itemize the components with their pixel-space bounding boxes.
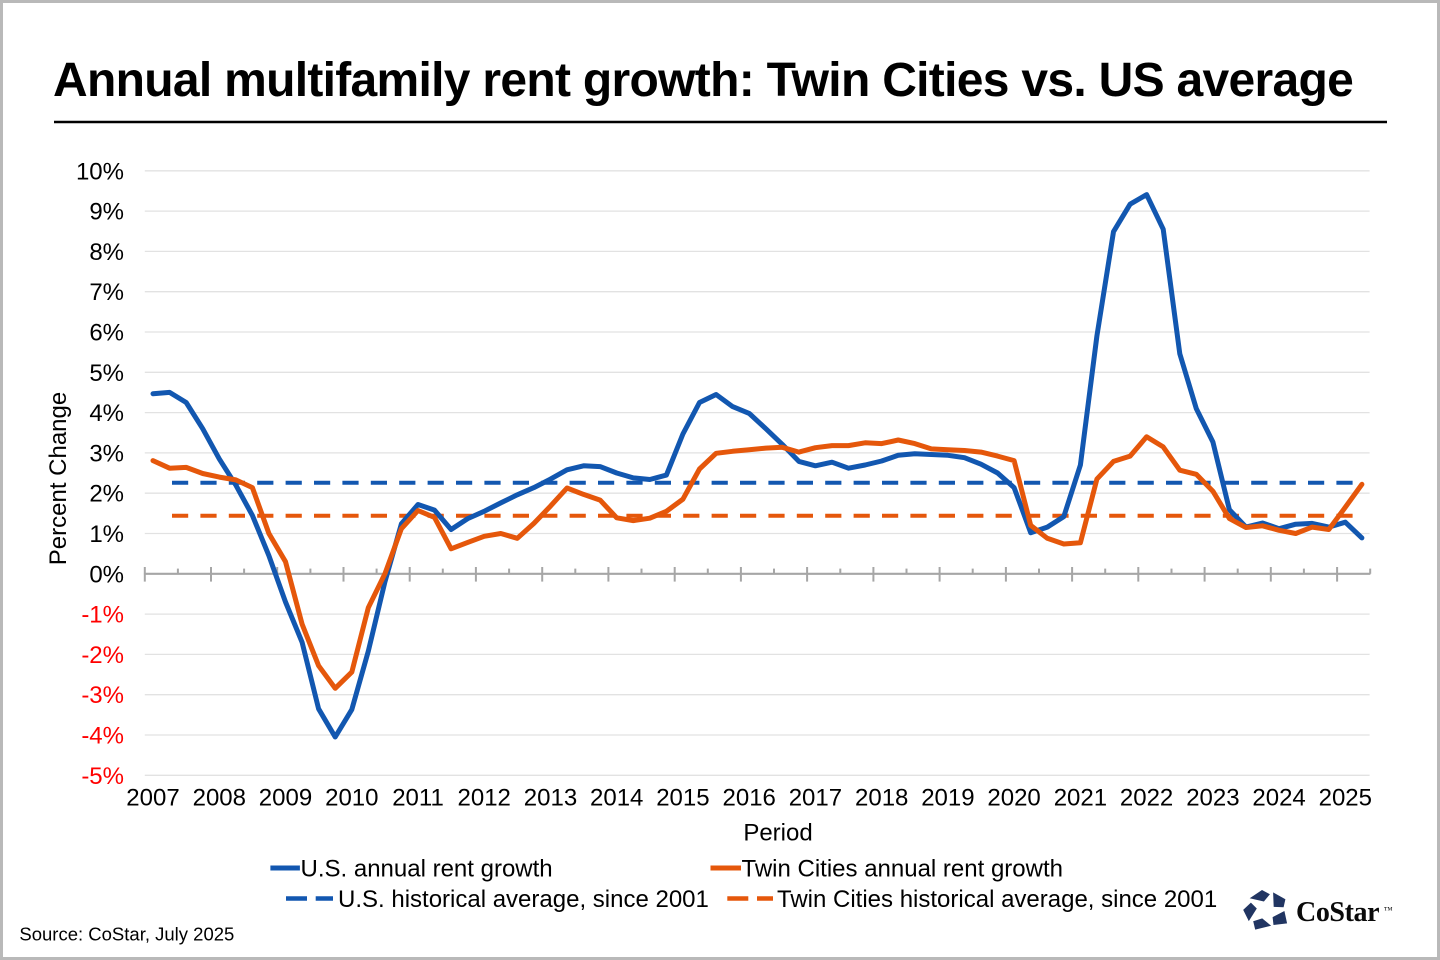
- svg-text:2020: 2020: [987, 785, 1040, 812]
- svg-text:2013: 2013: [524, 785, 577, 812]
- svg-text:Source: CoStar, July 2025: Source: CoStar, July 2025: [19, 924, 234, 945]
- svg-text:0%: 0%: [89, 561, 124, 588]
- svg-text:-2%: -2%: [81, 642, 124, 669]
- svg-text:Percent Change: Percent Change: [45, 392, 72, 565]
- svg-text:6%: 6%: [89, 320, 124, 347]
- svg-text:4%: 4%: [89, 400, 124, 427]
- svg-text:2022: 2022: [1120, 785, 1173, 812]
- svg-text:7%: 7%: [89, 279, 124, 306]
- svg-text:2021: 2021: [1054, 785, 1107, 812]
- svg-text:2019: 2019: [921, 785, 974, 812]
- svg-text:2025: 2025: [1319, 785, 1372, 812]
- svg-text:-4%: -4%: [81, 723, 124, 750]
- svg-text:2010: 2010: [325, 785, 378, 812]
- svg-text:8%: 8%: [89, 239, 124, 266]
- svg-text:2023: 2023: [1186, 785, 1239, 812]
- svg-text:2012: 2012: [458, 785, 511, 812]
- svg-text:U.S. annual rent growth: U.S. annual rent growth: [301, 856, 553, 883]
- svg-text:5%: 5%: [89, 360, 124, 387]
- svg-text:-1%: -1%: [81, 602, 124, 629]
- svg-text:Period: Period: [743, 820, 812, 847]
- svg-text:2016: 2016: [723, 785, 776, 812]
- svg-text:U.S. historical average, since: U.S. historical average, since 2001: [338, 886, 709, 913]
- svg-text:Twin Cities historical average: Twin Cities historical average, since 20…: [777, 886, 1217, 913]
- svg-text:2009: 2009: [259, 785, 312, 812]
- svg-text:2017: 2017: [789, 785, 842, 812]
- svg-text:2015: 2015: [656, 785, 709, 812]
- svg-text:2011: 2011: [392, 785, 444, 812]
- svg-text:9%: 9%: [89, 199, 124, 226]
- svg-text:-3%: -3%: [81, 682, 124, 709]
- svg-text:-5%: -5%: [81, 763, 124, 790]
- svg-text:Annual multifamily rent growth: Annual multifamily rent growth: Twin Cit…: [53, 54, 1353, 107]
- svg-text:2014: 2014: [590, 785, 643, 812]
- svg-text:2024: 2024: [1252, 785, 1305, 812]
- svg-text:CoStar: CoStar: [1296, 897, 1379, 928]
- svg-text:3%: 3%: [89, 440, 124, 467]
- svg-text:2%: 2%: [89, 481, 124, 508]
- svg-text:2007: 2007: [126, 785, 179, 812]
- svg-text:10%: 10%: [76, 158, 124, 185]
- svg-text:1%: 1%: [89, 521, 124, 548]
- svg-text:™: ™: [1384, 905, 1393, 915]
- svg-text:2008: 2008: [193, 785, 246, 812]
- svg-text:2018: 2018: [855, 785, 908, 812]
- svg-text:Twin Cities annual rent growth: Twin Cities annual rent growth: [742, 856, 1064, 883]
